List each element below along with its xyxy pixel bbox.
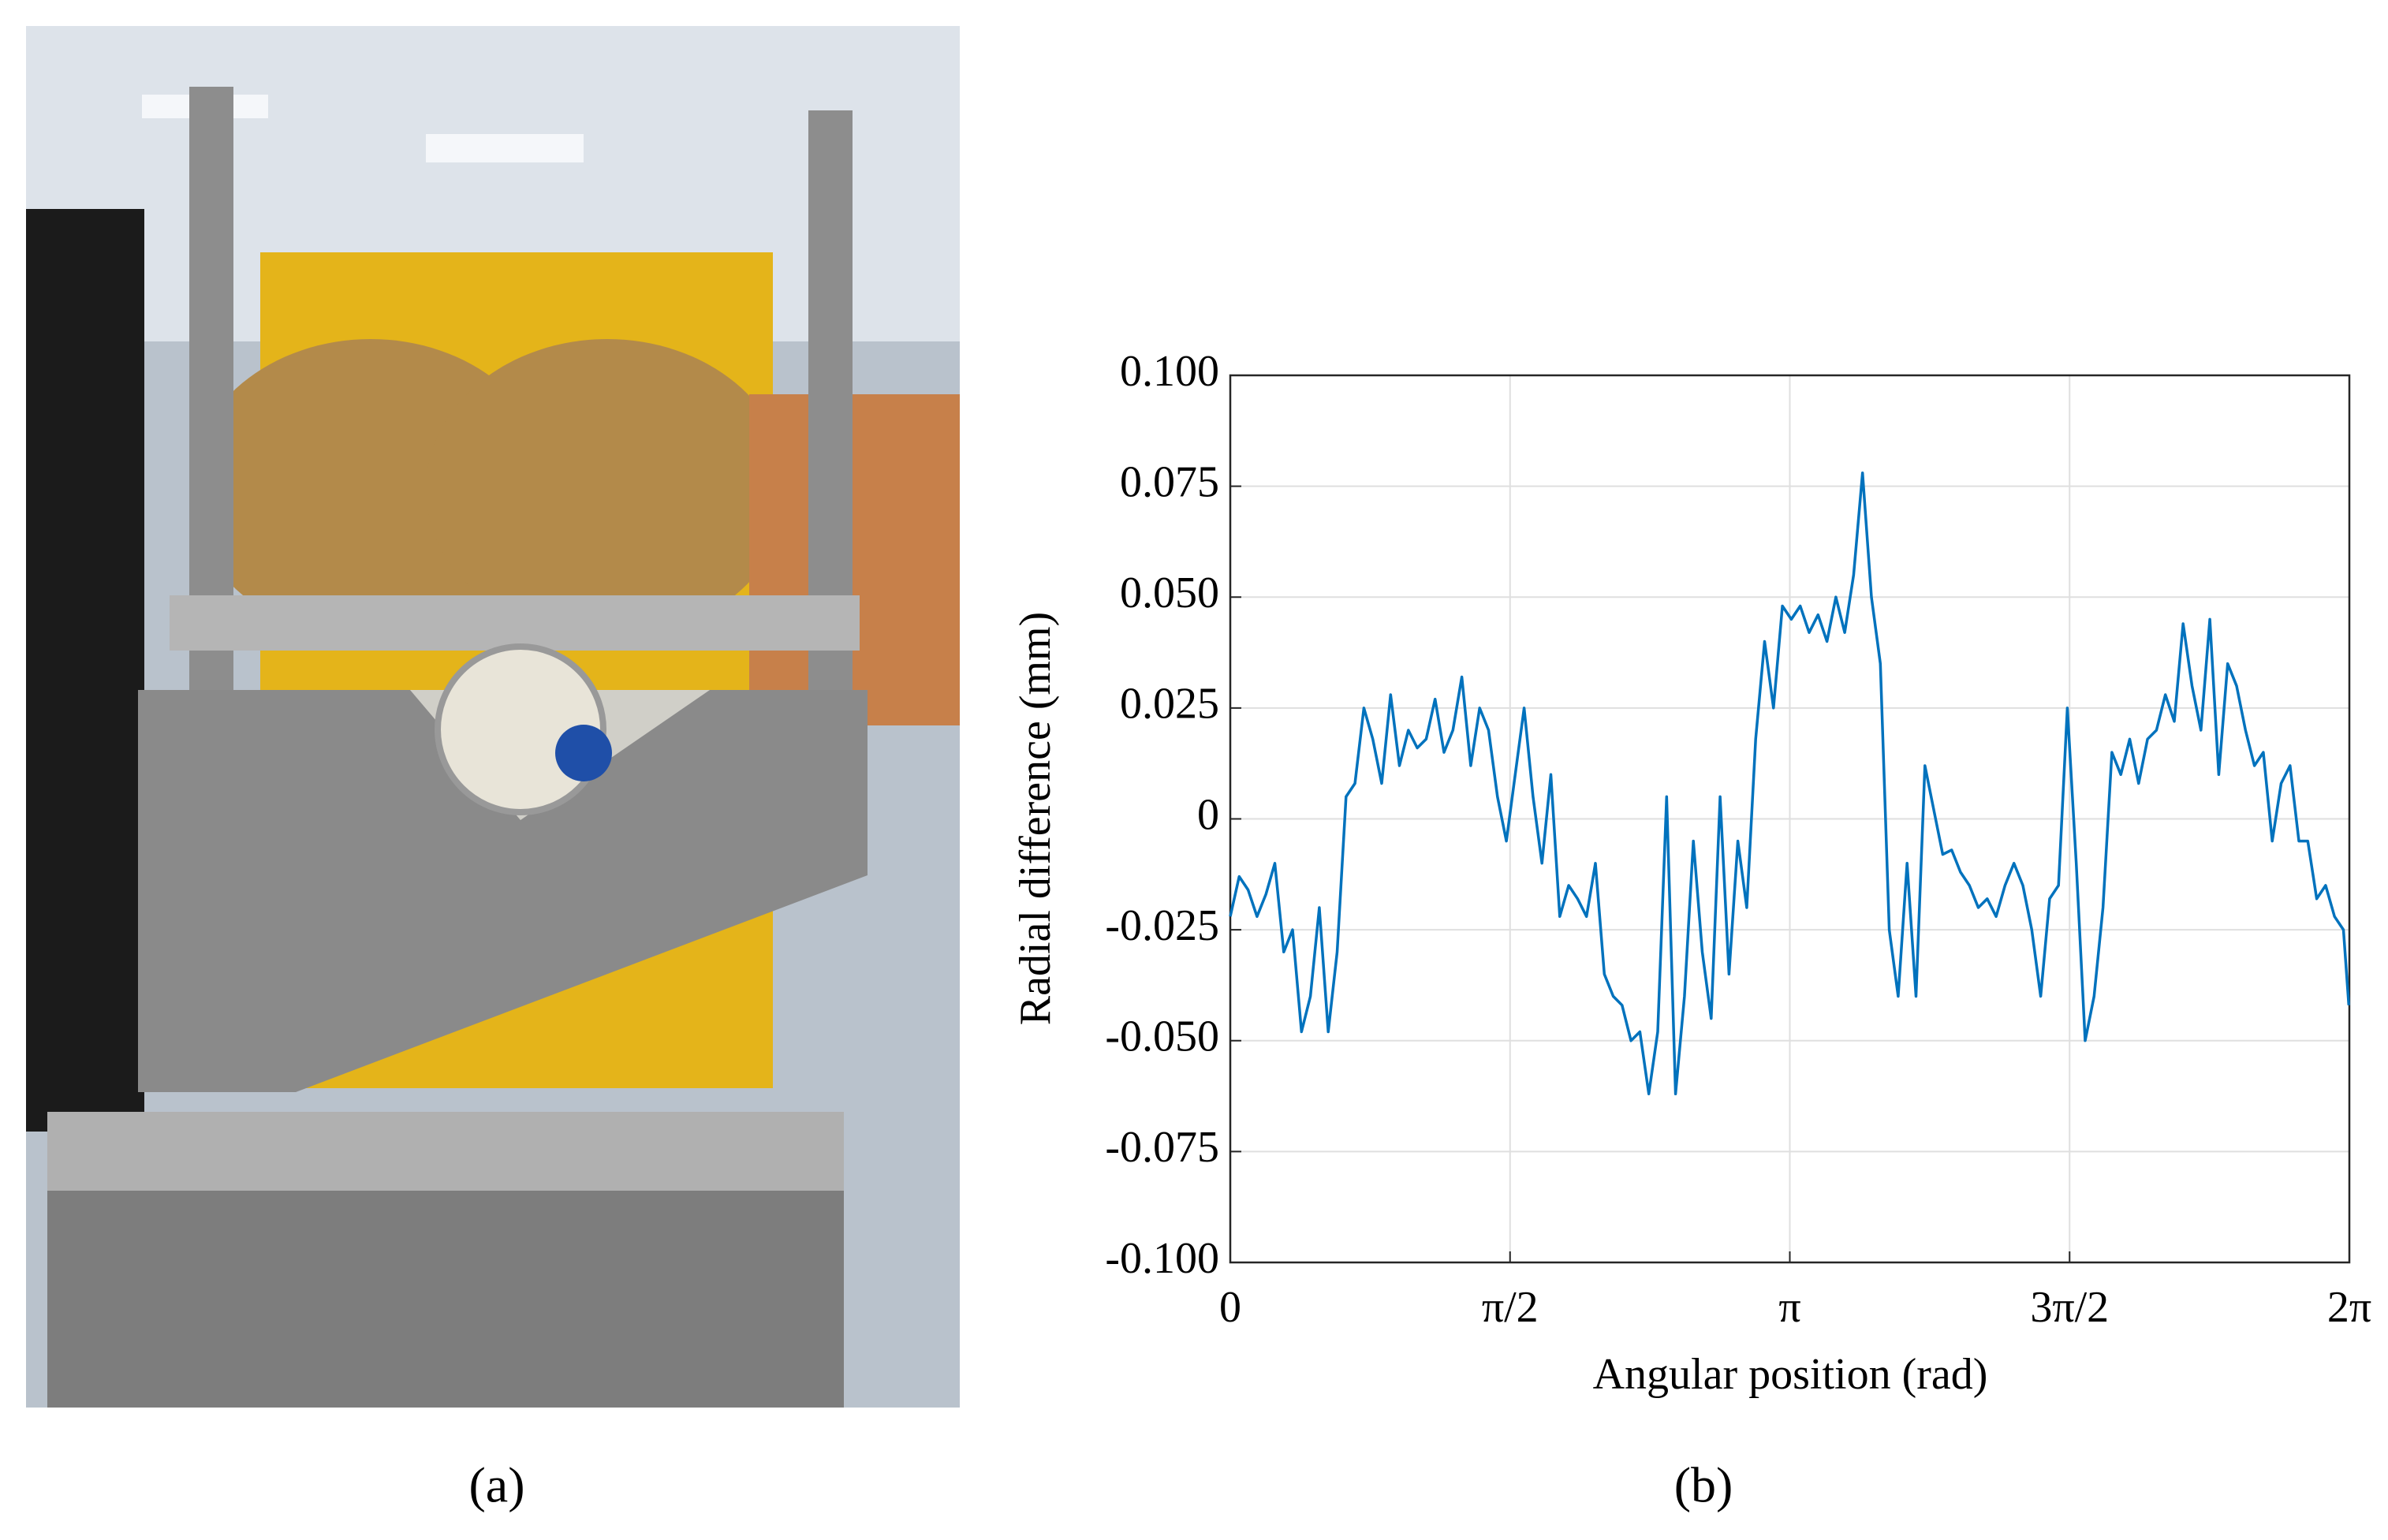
y-tick-label: 0.075 <box>1120 457 1219 506</box>
axes-box <box>1229 374 2351 1264</box>
x-tick-label: π/2 <box>1482 1283 1539 1332</box>
ceiling-light <box>426 134 584 162</box>
blue-cap <box>555 725 612 781</box>
caption: (b) <box>1674 1457 1733 1513</box>
y-axis-label: Radial difference (mm) <box>1011 612 1060 1026</box>
y-tick-label: -0.100 <box>1105 1234 1219 1283</box>
y-tick-label: 0.050 <box>1120 569 1219 617</box>
v-block <box>138 690 868 1092</box>
y-tick-label: 0 <box>1197 790 1219 839</box>
x-tick-label: 0 <box>1219 1283 1241 1332</box>
y-tick-label: -0.025 <box>1105 901 1219 950</box>
data-line <box>1229 472 2351 1096</box>
black-block <box>26 209 144 1132</box>
copper-sheet <box>749 394 960 725</box>
y-tick-label: 0.025 <box>1120 680 1219 729</box>
top-bar <box>170 595 860 651</box>
y-tick-label: -0.050 <box>1105 1012 1219 1061</box>
x-tick-label: 2π <box>2327 1283 2371 1332</box>
coil <box>426 339 789 639</box>
x-axis-label: Angular position (rad) <box>1593 1350 1988 1399</box>
photo <box>26 26 960 1408</box>
y-tick-label: 0.100 <box>1120 347 1219 396</box>
caption: (a) <box>468 1457 524 1513</box>
y-tick-label: -0.075 <box>1105 1123 1219 1172</box>
x-tick-label: π <box>1778 1283 1800 1332</box>
base-plate <box>47 1112 844 1191</box>
x-tick-label: 3π/2 <box>2030 1283 2109 1332</box>
table <box>47 1191 844 1408</box>
